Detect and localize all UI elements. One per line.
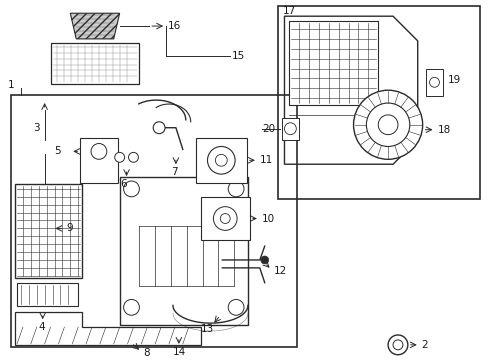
Bar: [50, 43, 139, 84]
Text: 2: 2: [421, 340, 427, 350]
Text: 1: 1: [8, 80, 15, 90]
Circle shape: [228, 300, 244, 315]
Circle shape: [91, 144, 106, 159]
Text: 5: 5: [54, 147, 61, 156]
Circle shape: [387, 335, 407, 355]
Text: 13: 13: [200, 324, 213, 334]
Circle shape: [428, 77, 439, 87]
Text: 7: 7: [171, 167, 177, 177]
Circle shape: [123, 300, 139, 315]
Circle shape: [220, 213, 230, 224]
Bar: [277, 6, 479, 199]
Bar: [289, 21, 377, 105]
Circle shape: [353, 90, 422, 159]
Circle shape: [377, 115, 397, 135]
Circle shape: [207, 147, 235, 174]
Circle shape: [228, 181, 244, 197]
Text: 15: 15: [232, 51, 245, 61]
Polygon shape: [70, 13, 120, 39]
Circle shape: [213, 207, 237, 230]
Text: 11: 11: [259, 155, 272, 165]
Circle shape: [115, 152, 124, 162]
Bar: [281, 118, 299, 140]
Bar: [425, 68, 443, 96]
Text: 16: 16: [168, 21, 181, 31]
Circle shape: [123, 181, 139, 197]
Bar: [80, 138, 118, 183]
Circle shape: [153, 122, 165, 134]
Circle shape: [366, 103, 409, 147]
Bar: [15, 184, 82, 278]
Text: 12: 12: [273, 266, 286, 276]
Text: 14: 14: [173, 347, 186, 357]
Text: 19: 19: [447, 75, 460, 85]
Polygon shape: [284, 16, 417, 164]
Text: 17: 17: [282, 6, 295, 16]
Text: 4: 4: [39, 322, 45, 332]
Circle shape: [284, 123, 296, 135]
Bar: [200, 197, 249, 240]
Text: 6: 6: [121, 179, 127, 189]
Polygon shape: [15, 312, 200, 345]
Circle shape: [260, 256, 268, 264]
Circle shape: [128, 152, 138, 162]
Text: 9: 9: [66, 224, 73, 233]
Text: 10: 10: [261, 213, 274, 224]
Bar: [11, 95, 297, 347]
Text: 3: 3: [33, 123, 40, 133]
Bar: [17, 283, 78, 306]
Bar: [120, 177, 247, 325]
Text: 20: 20: [261, 124, 274, 134]
Bar: [195, 138, 246, 183]
Circle shape: [215, 154, 227, 166]
Text: 8: 8: [143, 348, 150, 358]
Circle shape: [392, 340, 402, 350]
Text: 18: 18: [437, 125, 450, 135]
